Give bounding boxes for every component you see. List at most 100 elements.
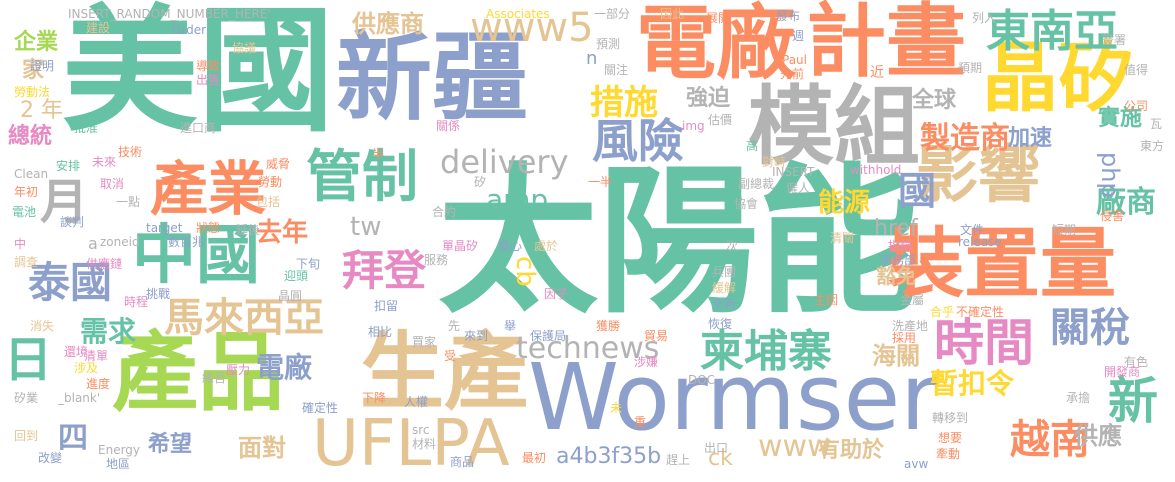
cloud-word-clean: Clean — [14, 167, 49, 181]
cloud-word-jinkoushang: 進口商 — [180, 121, 217, 135]
cloud-word-yidian: 一點 — [116, 195, 141, 209]
cloud-word-zhou: 週 — [792, 29, 805, 43]
cloud-word-guo: 國 — [898, 169, 937, 213]
cloud-word-shangxun: 趕上 — [666, 453, 691, 467]
cloud-word-gujia: 估價 — [708, 113, 733, 127]
cloud-word-yanchang: 延後 — [236, 223, 261, 237]
cloud-word-xi: 矽 — [474, 175, 487, 189]
cloud-word-ck: ck — [708, 446, 733, 471]
cloud-word-xichandi: 洗產地 — [892, 319, 929, 333]
cloud-word-wenjian: 文件 — [960, 223, 985, 237]
cloud-word-href: href — [874, 216, 918, 241]
cloud-word-youse: 有色 — [1124, 355, 1149, 369]
cloud-word-qiangpo: 強迫 — [686, 86, 731, 111]
cloud-word-yali: 壓力 — [226, 363, 251, 377]
cloud-word-shangpin: 商品 — [450, 455, 475, 469]
cloud-word-cailiao: 材料 — [412, 437, 437, 451]
cloud-word-queding: 確定性 — [302, 401, 339, 415]
cloud-word-www5: www5 — [470, 5, 594, 51]
cloud-word-si: 四 — [58, 421, 88, 456]
cloud-word-blank: _blank' — [58, 391, 101, 405]
cloud-word-zhankai: 展開 — [706, 11, 731, 25]
cloud-word-sheji: 涉及 — [74, 361, 99, 375]
cloud-word-zhuangkuang: 狀態 — [196, 221, 221, 235]
cloud-word-cb: cb — [510, 256, 540, 287]
cloud-word-chanye: 產業 — [150, 155, 267, 223]
cloud-word-yingyuan: 迎頭 — [284, 269, 309, 283]
cloud-word-wa: 瓦 — [1150, 117, 1163, 131]
cloud-word-ri: 日 — [4, 332, 53, 388]
cloud-word-xiaxun: 下旬 — [296, 257, 321, 271]
cloud-word-paul: Paul — [782, 53, 807, 67]
cloud-word-fabu: 發布 — [776, 9, 801, 23]
cloud-word-chongxin: 重心 — [498, 239, 523, 253]
cloud-word-chuyu: 處於 — [534, 239, 559, 253]
cloud-word-kaifashang: 開發商 — [1104, 365, 1141, 379]
cloud-word-miandui: 面對 — [238, 434, 286, 462]
cloud-word-bingtuan: 兵團 — [712, 265, 737, 279]
cloud-word-qiandong: 牽動 — [936, 447, 961, 461]
cloud-word-cuoshi: 措施 — [590, 83, 658, 123]
cloud-word-pizhun: 批准 — [74, 121, 99, 135]
cloud-word-zhengming: 證明 — [30, 59, 55, 73]
cloud-word-xiaoshi: 消失 — [30, 319, 55, 333]
cloud-word-insert-random: INSERT_RANDOM_NUMBER_HERE' — [68, 7, 271, 21]
cloud-word-dongnanya: 東南亞 — [986, 6, 1118, 57]
cloud-word-niandan: 年初 — [14, 185, 39, 199]
cloud-word-duizhi: 對峙 — [762, 155, 787, 169]
cloud-word-zhongguo: 中國 — [132, 219, 260, 293]
cloud-word-doc: DOC — [688, 373, 716, 387]
cloud-word-mozu: 模組 — [748, 77, 920, 177]
cloud-word-dongfang: 東方 — [1140, 139, 1165, 153]
cloud-word-shou: 受 — [444, 349, 457, 363]
cloud-word-fuzongcai: 副總裁 — [738, 177, 775, 191]
cloud-word-maoyi: 貿易 — [644, 329, 669, 343]
cloud-word-quanqiu: 全球 — [912, 88, 957, 113]
cloud-word-zongtong: 總統 — [8, 124, 53, 149]
cloud-word-daozhi: 導致 — [196, 59, 221, 73]
cloud-word-yiban: 一半 — [588, 175, 613, 189]
cloud-word-cheng: 次 — [726, 239, 739, 253]
cloud-word-quxiao: 取消 — [100, 177, 125, 191]
cloud-word-guren: 僱人 — [786, 181, 811, 195]
cloud-word-diaocha: 調查 — [14, 255, 39, 269]
cloud-word-zhiye: 指稱 — [888, 239, 913, 253]
cloud-word-jihua: 計畫 — [806, 0, 966, 88]
cloud-word-huode: 獲勝 — [596, 319, 621, 333]
cloud-word-gao: 高 — [746, 139, 759, 153]
cloud-word-zankouling: 暫扣令 — [930, 367, 1015, 400]
cloud-word-insert: INSERT — [772, 165, 815, 179]
cloud-word-laodongfa: 勞動法 — [14, 85, 51, 99]
cloud-word-qingdan: 清單 — [84, 349, 109, 363]
cloud-word-energy: Energy — [98, 443, 141, 457]
cloud-word-qinhai: 侵害 — [1100, 209, 1125, 223]
cloud-word-gongyinglian: 供應鏈 — [86, 257, 123, 271]
cloud-word-qiye: 企業 — [14, 30, 59, 55]
cloud-word-zhong: 中 — [14, 237, 27, 251]
cloud-word-gongsi: 公司 — [1124, 99, 1149, 113]
cloud-word-a4b3f35b: a4b3f35b — [556, 444, 662, 469]
cloud-word-ju: 舉 — [504, 319, 517, 333]
cloud-word-jianshe: 建設 — [86, 21, 111, 35]
cloud-word-target: target — [146, 221, 183, 235]
cloud-word-shuboli: 數百兆 — [168, 235, 205, 249]
cloud-word-diqu: 地區 — [106, 457, 131, 471]
cloud-word-huidao: 回到 — [14, 429, 39, 443]
cloud-word-zhuyin: 主因 — [814, 293, 839, 307]
cloud-word-yuqi: 預期 — [958, 61, 983, 75]
cloud-word-jia: 家 — [22, 58, 45, 83]
cloud-word-jinshu: 金屬 — [900, 293, 925, 307]
cloud-word-koulu: 扣留 — [374, 299, 399, 313]
cloud-word-huomian: 豁免 — [876, 264, 916, 288]
cloud-word-a: a — [88, 234, 98, 253]
cloud-word-jianpuzhai: 柬埔寨 — [700, 326, 832, 377]
cloud-word-zhuanyi: 轉移到 — [932, 411, 969, 425]
cloud-word-malaixiya: 馬來西亞 — [164, 295, 324, 341]
cloud-word-zhong2: 重 — [634, 415, 647, 429]
cloud-word-n: n — [586, 48, 598, 69]
cloud-word-xuqiu: 需求 — [80, 315, 137, 348]
cloud-word-zhizaoshang: 製造商 — [920, 121, 1010, 156]
cloud-word-xieyi: 協議 — [232, 41, 257, 55]
cloud-word-chengdan: 承擔 — [1066, 391, 1091, 405]
